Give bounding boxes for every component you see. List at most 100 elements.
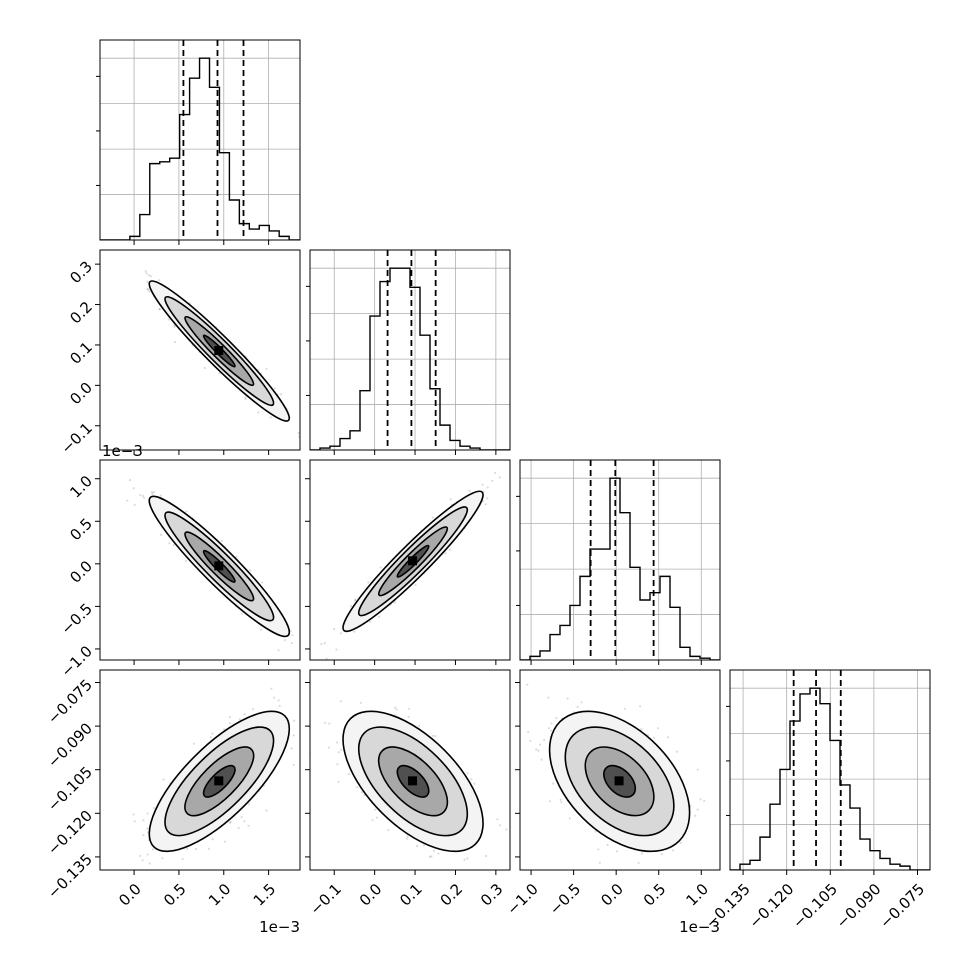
sample-point: [363, 794, 366, 797]
tick-label-y: −0.090: [44, 719, 96, 771]
sample-point: [339, 632, 342, 635]
sample-point: [148, 877, 150, 879]
sample-point: [240, 816, 243, 819]
sample-point: [159, 494, 162, 497]
tick-label-x: 0.5: [160, 880, 190, 910]
sample-point: [172, 543, 175, 547]
sample-point: [132, 813, 135, 816]
sample-point: [337, 751, 340, 754]
sample-point: [181, 858, 184, 861]
sample-point: [337, 780, 340, 783]
sample-point: [339, 748, 343, 751]
sample-point: [468, 489, 471, 492]
sample-point: [277, 699, 280, 702]
panel-frame: [309, 249, 511, 451]
sample-point: [158, 307, 161, 311]
sample-point: [666, 736, 670, 739]
sample-point: [139, 493, 142, 497]
sample-point: [432, 849, 435, 852]
sample-point: [144, 270, 147, 273]
sample-point: [141, 494, 145, 498]
sample-point: [333, 628, 336, 631]
sample-point: [168, 542, 171, 545]
sample-point: [406, 837, 409, 840]
sample-point: [347, 773, 351, 776]
sample-point: [277, 649, 280, 652]
sample-point: [467, 875, 469, 877]
sample-point: [327, 746, 330, 749]
sample-point: [211, 732, 214, 735]
sample-point: [228, 821, 231, 825]
sample-point: [290, 747, 293, 750]
sample-point: [505, 828, 508, 831]
tick-label-y: −0.1: [58, 419, 96, 457]
tick-label-x: 1.5: [250, 880, 280, 910]
sample-point: [126, 499, 129, 502]
scatter-layer: [320, 471, 501, 660]
sample-point: [152, 806, 156, 810]
sample-point: [142, 834, 145, 837]
sample-point: [568, 817, 571, 820]
sample-point: [325, 657, 328, 660]
panel-3-1: −0.1 0.0 0.1 0.2 0.3: [305, 669, 511, 919]
sample-point: [416, 844, 419, 848]
sample-point: [261, 581, 264, 584]
sample-point: [143, 496, 146, 499]
panel-frame: [99, 459, 301, 661]
sample-point: [141, 859, 144, 862]
sample-point: [244, 396, 247, 399]
sample-point: [431, 734, 434, 738]
density-peak: [214, 346, 224, 356]
sample-point: [224, 840, 227, 843]
tick-label-y: 0.2: [66, 298, 96, 328]
panel-frame: [309, 669, 511, 871]
sample-point: [207, 847, 210, 850]
sample-point: [151, 848, 155, 851]
sample-point: [273, 696, 276, 699]
sample-point: [142, 819, 145, 822]
sample-point: [481, 483, 484, 486]
sample-point: [173, 341, 177, 344]
sample-point: [535, 748, 538, 751]
sample-point: [486, 497, 489, 500]
offset-label-x: 1e−3: [259, 918, 300, 936]
sample-point: [149, 275, 152, 278]
sample-point: [151, 492, 154, 496]
sample-point: [167, 318, 170, 321]
histogram-step: [100, 57, 300, 240]
sample-point: [466, 772, 469, 775]
tick-label-y: 0.3: [66, 257, 96, 287]
sample-point: [203, 366, 206, 370]
tick-label-y: −0.5: [58, 600, 96, 638]
sample-point: [147, 274, 150, 277]
tick-label-y: 0.5: [66, 515, 96, 545]
sample-point: [304, 422, 306, 424]
sample-point: [265, 809, 268, 812]
sample-point: [387, 829, 390, 832]
sample-point: [133, 503, 136, 506]
sample-point: [323, 642, 326, 645]
scatter-layer: [122, 687, 296, 879]
sample-point: [292, 763, 295, 767]
sample-point: [354, 598, 357, 601]
sample-point: [186, 847, 189, 850]
sample-point: [173, 324, 176, 327]
sample-point: [128, 479, 132, 482]
sample-point: [359, 701, 362, 704]
sample-point: [273, 387, 276, 390]
sample-point: [146, 280, 149, 283]
sample-point: [150, 491, 153, 494]
sample-point: [353, 630, 356, 633]
sample-point: [486, 486, 489, 489]
sample-point: [431, 516, 434, 519]
sample-point: [656, 727, 660, 730]
sample-point: [291, 634, 294, 637]
sample-point: [422, 844, 426, 847]
sample-point: [408, 707, 411, 710]
panel-frame: [99, 249, 301, 451]
sample-point: [160, 533, 163, 537]
histogram-step: [520, 477, 720, 660]
sample-point: [615, 850, 618, 853]
sample-point: [184, 559, 188, 563]
sample-point: [158, 279, 161, 282]
